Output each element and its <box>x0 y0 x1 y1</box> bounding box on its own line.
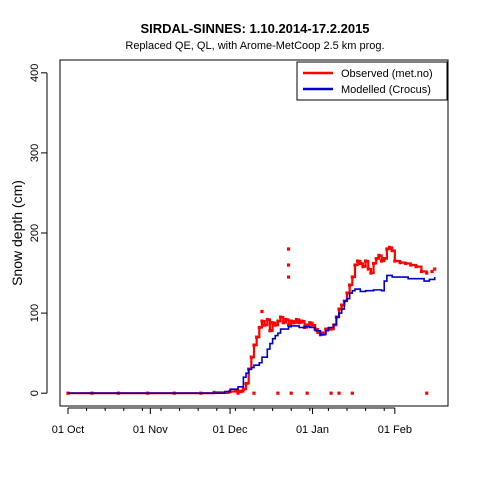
legend-box <box>296 61 448 101</box>
observed-point <box>305 391 309 395</box>
observed-point <box>430 269 434 274</box>
legend-label-observed: Observed (met.no) <box>341 68 433 80</box>
plot-area <box>66 245 437 395</box>
x-tick-label: 01 Oct <box>52 424 84 436</box>
x-tick-label: 01 Nov <box>133 424 168 436</box>
observed-point <box>329 391 333 395</box>
observed-point <box>286 275 291 279</box>
observed-point <box>289 391 293 395</box>
legend-label-modelled: Modelled (Crocus) <box>341 84 431 96</box>
series-line-modelled <box>67 274 436 394</box>
x-tick-label: 01 Jan <box>296 424 329 436</box>
y-tick-label: 400 <box>29 64 41 82</box>
y-axis-label: Snow depth (cm) <box>9 180 25 286</box>
plot-frame <box>59 59 449 407</box>
chart-title: SIRDAL-SINNES: 1.10.2014-17.2.2015 <box>140 21 369 36</box>
x-tick-label: 01 Dec <box>213 424 248 436</box>
observed-point <box>252 391 256 395</box>
observed-point <box>286 247 291 251</box>
y-tick-label: 300 <box>29 144 41 162</box>
legend: Observed (met.no) Modelled (Crocus) <box>296 61 448 101</box>
y-tick-label: 100 <box>29 304 41 322</box>
observed-point <box>337 391 341 395</box>
observed-point <box>350 391 354 395</box>
observed-point <box>236 391 240 395</box>
observed-point <box>276 391 280 395</box>
observed-point <box>260 309 264 314</box>
y-tick-label: 200 <box>29 224 41 242</box>
y-tick-label: 0 <box>29 390 41 396</box>
observed-point <box>433 267 437 271</box>
observed-point <box>425 391 429 395</box>
x-tick-label: 01 Feb <box>378 424 412 436</box>
chart-subtitle: Replaced QE, QL, with Arome-MetCoop 2.5 … <box>125 40 384 52</box>
observed-point <box>286 263 291 267</box>
